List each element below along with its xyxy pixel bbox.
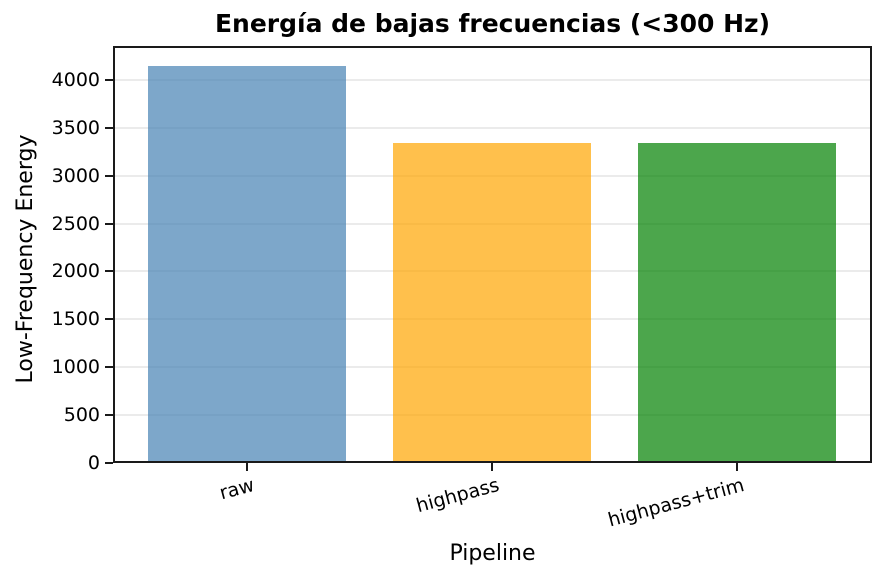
y-tick-label-3500: 3500 — [51, 116, 100, 139]
bar-raw — [148, 65, 346, 463]
y-tick-mark-500 — [105, 414, 113, 417]
y-tick-mark-2000 — [105, 270, 113, 273]
y-tick-label-1000: 1000 — [51, 356, 100, 379]
y-tick-label-500: 500 — [63, 404, 100, 427]
y-tick-label-3000: 3000 — [51, 164, 100, 187]
y-tick-mark-1000 — [105, 366, 113, 369]
x-tick-mark-raw — [246, 463, 248, 471]
gridline-y-3500 — [115, 126, 870, 129]
y-tick-mark-0 — [105, 462, 113, 464]
x-tick-mark-highpass+trim — [736, 463, 738, 471]
x-tick-label-highpass+trim: highpass+trim — [605, 474, 747, 532]
y-tick-mark-1500 — [105, 318, 113, 321]
x-tick-label-highpass: highpass — [413, 474, 502, 518]
y-tick-mark-2500 — [105, 222, 113, 225]
x-tick-mark-highpass — [491, 463, 493, 471]
bar-highpass — [393, 143, 591, 463]
y-tick-mark-3500 — [105, 126, 113, 129]
bar-highpass+trim — [638, 143, 836, 463]
y-tick-mark-3000 — [105, 174, 113, 177]
x-axis-label: Pipeline — [449, 541, 536, 566]
y-tick-label-2000: 2000 — [51, 260, 100, 283]
y-tick-label-2500: 2500 — [51, 212, 100, 235]
y-tick-label-4000: 4000 — [51, 68, 100, 91]
y-tick-label-1500: 1500 — [51, 308, 100, 331]
y-tick-mark-4000 — [105, 78, 113, 81]
gridline-y-4000 — [115, 78, 870, 81]
x-tick-label-raw: raw — [217, 474, 257, 505]
chart-title: Energía de bajas frecuencias (<300 Hz) — [214, 9, 771, 38]
y-tick-label-0: 0 — [87, 452, 100, 474]
